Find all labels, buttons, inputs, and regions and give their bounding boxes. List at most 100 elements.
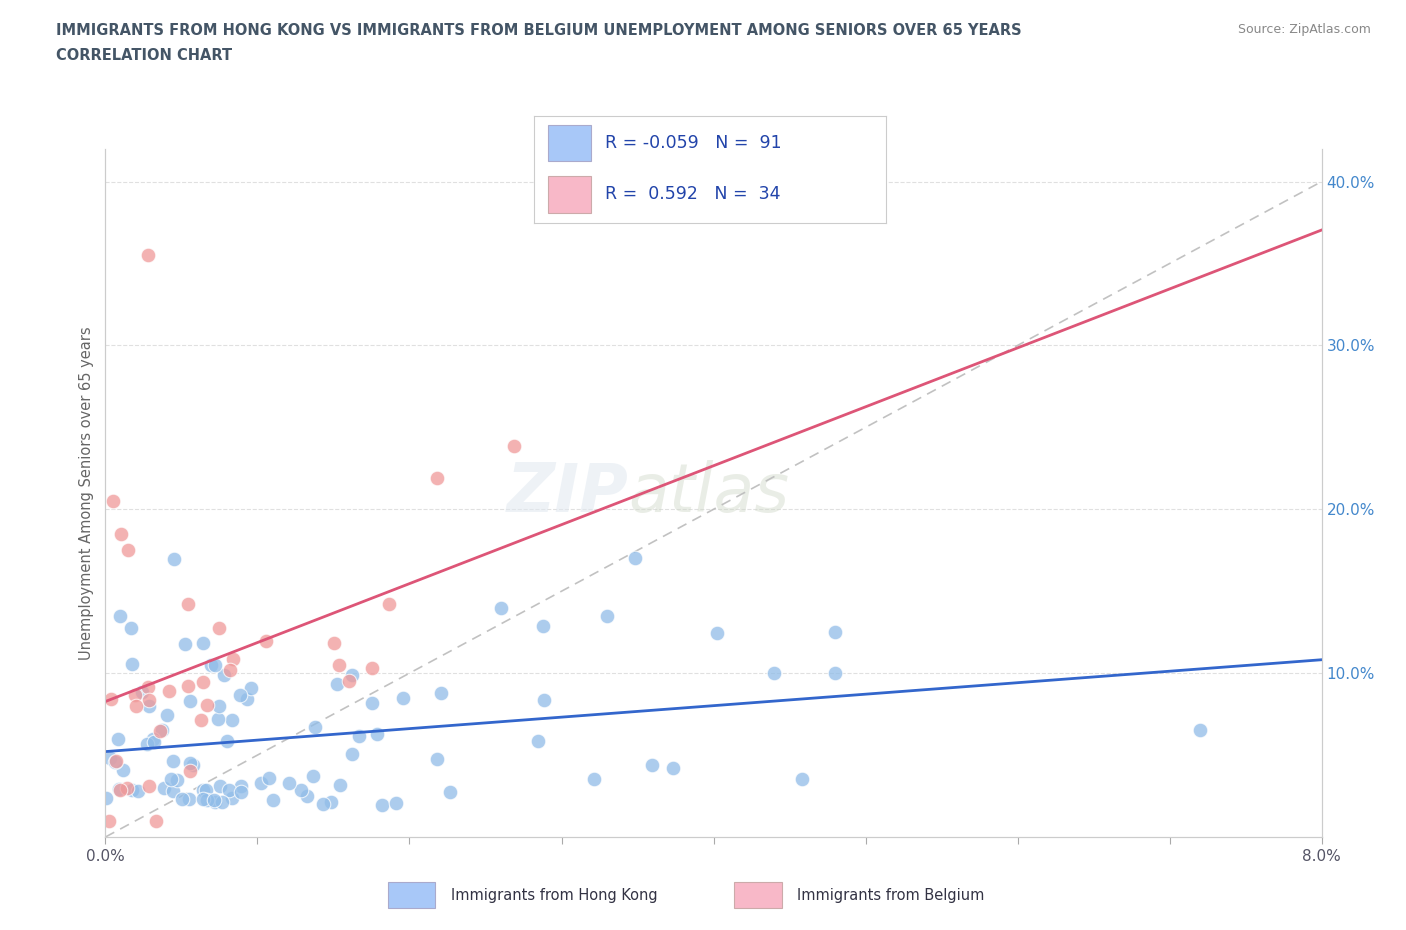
Point [221,790,243,805]
Point [239,681,262,696]
Point [163,551,186,566]
Point [211,794,233,809]
Point [143,735,166,750]
Point [125,698,148,713]
Point [430,685,453,700]
FancyBboxPatch shape [548,176,591,213]
Point [127,784,149,799]
Point [121,783,143,798]
Text: atlas: atlas [628,460,790,525]
Point [254,634,277,649]
Point [191,782,214,797]
Point [112,763,135,777]
Point [179,764,201,779]
Point [662,761,685,776]
Point [115,781,138,796]
Point [204,658,226,672]
Point [229,785,252,800]
Point [425,471,447,485]
Point [100,692,122,707]
Point [391,691,413,706]
Point [489,600,512,615]
Point [229,687,252,702]
Point [312,797,335,812]
Point [176,597,198,612]
Point [385,796,408,811]
Point [596,608,619,623]
Point [209,778,232,793]
Text: Immigrants from Belgium: Immigrants from Belgium [797,887,984,903]
Point [824,625,846,640]
Point [439,784,461,799]
Point [173,636,195,651]
Point [326,676,349,691]
Point [1188,723,1211,737]
Point [166,773,188,788]
Point [378,597,401,612]
Point [195,698,218,712]
Point [361,660,384,675]
Point [641,758,664,773]
Point [229,778,252,793]
Point [131,684,153,699]
Text: CORRELATION CHART: CORRELATION CHART [56,48,232,63]
Point [328,658,350,672]
Point [212,668,235,683]
Point [218,783,240,798]
Point [162,784,184,799]
Point [181,757,204,772]
Point [98,751,121,765]
Point [219,663,242,678]
FancyBboxPatch shape [388,882,436,909]
Point [623,551,645,565]
Point [342,668,364,683]
Point [145,813,167,828]
Point [347,729,370,744]
Point [162,753,184,768]
Text: R =  0.592   N =  34: R = 0.592 N = 34 [605,185,780,204]
Point [104,755,127,770]
Point [101,494,124,509]
Point [177,791,200,806]
Point [156,708,179,723]
Point [153,781,176,796]
Point [202,792,225,807]
Point [204,794,226,809]
Point [142,731,165,746]
Point [304,720,326,735]
Point [221,652,243,667]
Point [194,783,217,798]
Point [235,691,257,706]
Text: ZIP: ZIP [506,460,628,525]
Point [190,712,212,727]
Point [200,658,222,672]
Point [259,770,281,785]
Point [763,666,786,681]
Point [120,621,142,636]
Point [340,747,363,762]
Point [159,772,181,787]
Point [136,248,159,263]
Point [121,657,143,671]
Point [361,696,384,711]
Point [110,526,132,541]
Point [582,771,605,786]
Point [193,791,215,806]
Point [117,543,139,558]
Point [221,712,243,727]
Point [366,726,388,741]
Point [149,724,172,738]
Point [172,792,194,807]
Point [138,692,160,707]
Point [278,776,301,790]
Point [337,674,360,689]
Point [207,711,229,726]
Point [152,723,174,737]
Text: R = -0.059   N =  91: R = -0.059 N = 91 [605,134,782,152]
Point [138,778,160,793]
Point [108,781,131,796]
Point [302,769,325,784]
Point [370,797,392,812]
Point [195,792,218,807]
Y-axis label: Unemployment Among Seniors over 65 years: Unemployment Among Seniors over 65 years [79,326,94,659]
